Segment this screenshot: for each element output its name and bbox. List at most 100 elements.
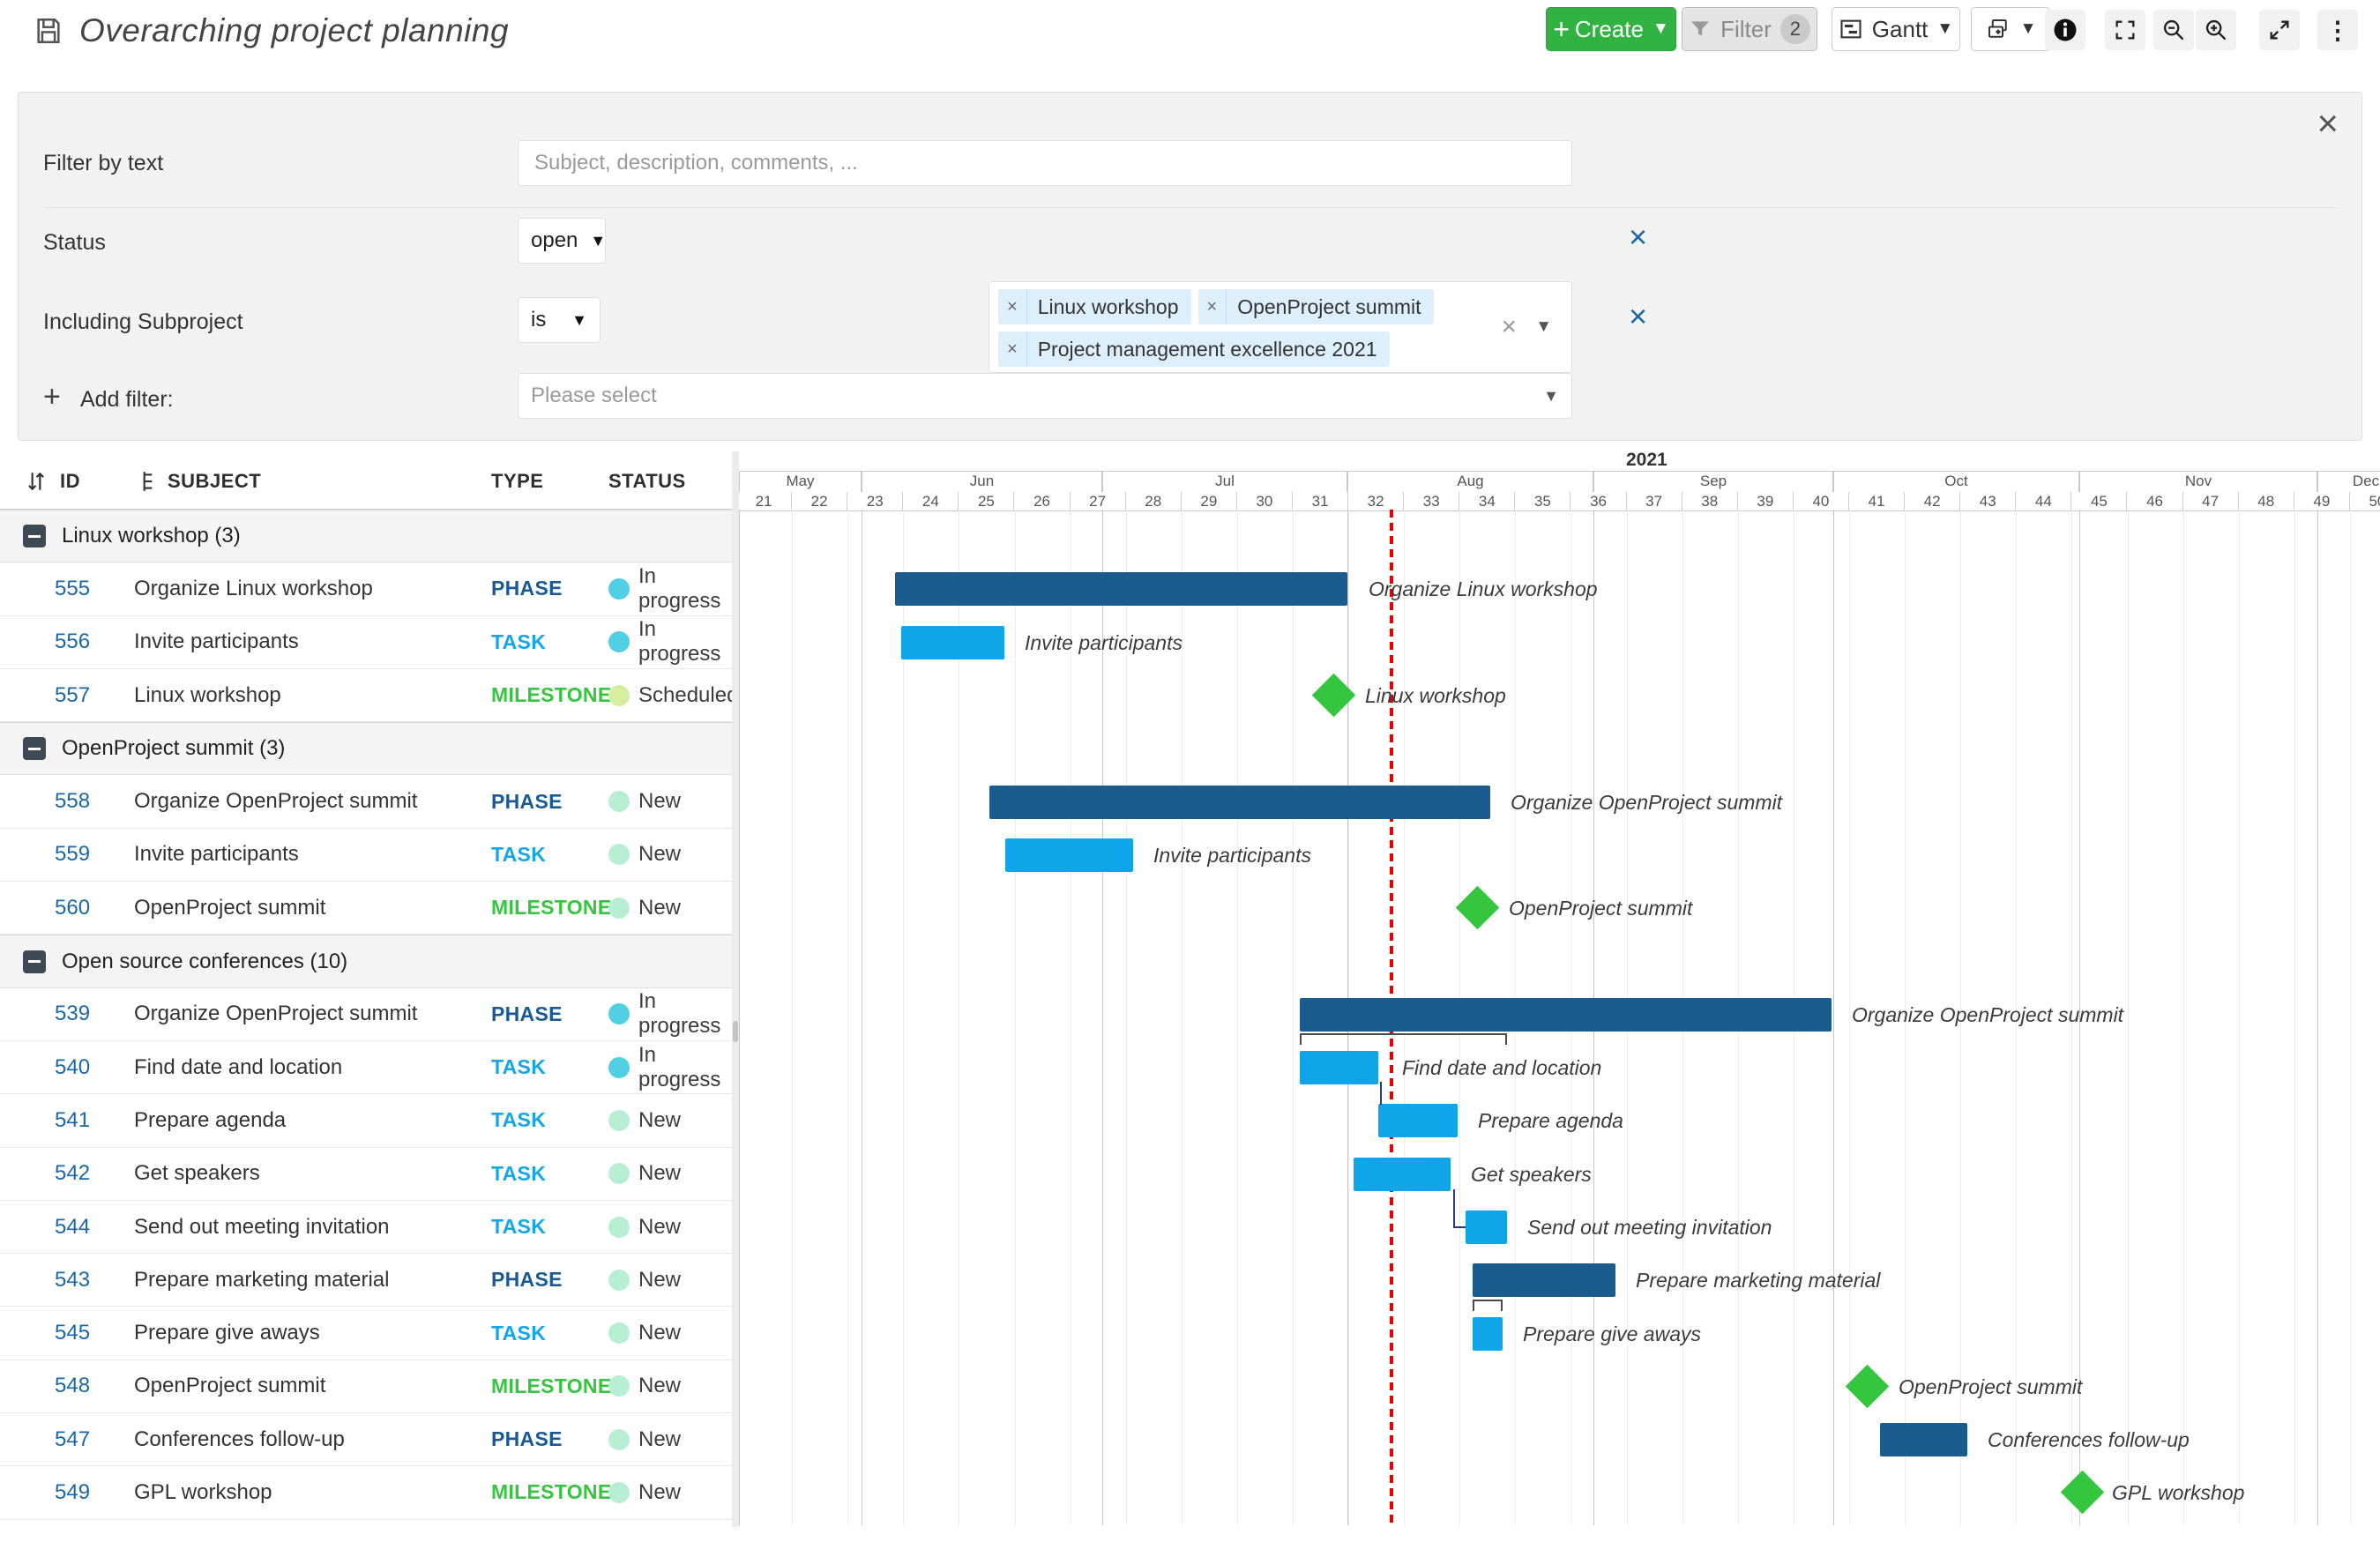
- work-package-id-link[interactable]: 549: [55, 1479, 91, 1504]
- subproject-values-field[interactable]: × Linux workshop × OpenProject summit × Proje…: [989, 281, 1572, 373]
- type-cell[interactable]: TASK: [491, 1215, 547, 1238]
- remove-value-icon[interactable]: ×: [998, 289, 1027, 324]
- save-icon[interactable]: [34, 16, 63, 46]
- table-chart-divider[interactable]: [732, 451, 739, 1527]
- work-package-id-link[interactable]: 545: [55, 1321, 91, 1345]
- subproject-operator-select[interactable]: is ▼: [518, 297, 601, 343]
- create-button[interactable]: + Create ▼: [1546, 7, 1676, 51]
- type-cell[interactable]: PHASE: [491, 1268, 563, 1292]
- type-cell[interactable]: PHASE: [491, 789, 563, 813]
- column-header-id[interactable]: ID: [0, 470, 134, 493]
- status-cell[interactable]: In progress: [608, 1043, 734, 1092]
- remove-value-icon[interactable]: ×: [1198, 289, 1227, 324]
- type-cell[interactable]: TASK: [491, 629, 547, 653]
- subject-cell[interactable]: Prepare marketing material: [134, 1267, 390, 1292]
- type-cell[interactable]: PHASE: [491, 1002, 563, 1025]
- phase-bar[interactable]: [1880, 1423, 1967, 1457]
- divider-drag-handle[interactable]: [733, 1021, 738, 1042]
- zoom-out-icon[interactable]: [2153, 10, 2194, 50]
- remove-status-filter-button[interactable]: ×: [1629, 219, 1648, 255]
- subject-cell[interactable]: Invite participants: [134, 629, 299, 654]
- status-cell[interactable]: In progress: [608, 564, 734, 614]
- status-cell[interactable]: New: [608, 1215, 734, 1240]
- column-header-subject[interactable]: SUBJECT: [134, 470, 491, 493]
- status-cell[interactable]: New: [608, 1427, 734, 1452]
- clear-selection-icon[interactable]: ×: [1501, 312, 1517, 341]
- remove-value-icon[interactable]: ×: [998, 331, 1027, 367]
- collapse-group-icon[interactable]: [23, 737, 46, 761]
- work-package-id-link[interactable]: 542: [55, 1161, 91, 1186]
- task-bar[interactable]: [1466, 1210, 1507, 1244]
- work-package-id-link[interactable]: 557: [55, 682, 91, 707]
- info-button[interactable]: [2045, 10, 2085, 50]
- status-cell[interactable]: Scheduled: [608, 683, 738, 708]
- work-package-id-link[interactable]: 560: [55, 895, 91, 920]
- filter-button[interactable]: Filter 2: [1682, 7, 1817, 51]
- status-cell[interactable]: New: [608, 842, 734, 867]
- subject-cell[interactable]: Organize OpenProject summit: [134, 789, 418, 814]
- subject-cell[interactable]: Linux workshop: [134, 682, 281, 707]
- task-bar[interactable]: [901, 625, 1004, 659]
- chevron-down-icon[interactable]: ▼: [1535, 317, 1552, 336]
- subject-cell[interactable]: Find date and location: [134, 1054, 343, 1079]
- add-filter-select[interactable]: Please select ▼: [518, 373, 1572, 419]
- fullscreen-button[interactable]: [2105, 10, 2145, 50]
- status-operator-select[interactable]: open ▼: [518, 218, 606, 264]
- text-filter-input[interactable]: [518, 140, 1572, 186]
- status-cell[interactable]: In progress: [608, 989, 734, 1039]
- status-cell[interactable]: New: [608, 789, 734, 814]
- subject-cell[interactable]: OpenProject summit: [134, 895, 326, 920]
- work-package-id-link[interactable]: 539: [55, 1002, 91, 1026]
- close-icon[interactable]: ×: [2317, 102, 2339, 144]
- type-cell[interactable]: PHASE: [491, 1427, 563, 1451]
- type-cell[interactable]: MILESTONE: [491, 896, 612, 920]
- work-package-id-link[interactable]: 548: [55, 1374, 91, 1398]
- subject-cell[interactable]: Invite participants: [134, 842, 299, 867]
- phase-bar[interactable]: [1473, 1263, 1615, 1298]
- subject-cell[interactable]: Send out meeting invitation: [134, 1214, 390, 1239]
- milestone-diamond[interactable]: [2060, 1471, 2104, 1515]
- status-cell[interactable]: New: [608, 1321, 734, 1345]
- work-package-id-link[interactable]: 555: [55, 576, 91, 600]
- gantt-view-button[interactable]: Gantt ▼: [1832, 7, 1960, 51]
- column-header-status[interactable]: STATUS: [608, 470, 686, 492]
- task-bar[interactable]: [1354, 1157, 1451, 1191]
- status-cell[interactable]: New: [608, 1374, 734, 1398]
- work-package-id-link[interactable]: 559: [55, 842, 91, 867]
- type-cell[interactable]: TASK: [491, 1108, 547, 1132]
- work-package-id-link[interactable]: 547: [55, 1427, 91, 1451]
- remove-subproject-filter-button[interactable]: ×: [1629, 298, 1648, 334]
- status-cell[interactable]: New: [608, 1268, 734, 1292]
- subject-cell[interactable]: GPL workshop: [134, 1479, 272, 1504]
- type-cell[interactable]: TASK: [491, 1161, 547, 1185]
- status-cell[interactable]: New: [608, 896, 734, 920]
- milestone-diamond[interactable]: [1455, 885, 1499, 930]
- milestone-diamond[interactable]: [1845, 1364, 1889, 1409]
- type-cell[interactable]: MILESTONE: [491, 1480, 612, 1504]
- status-cell[interactable]: New: [608, 1161, 734, 1186]
- collapse-group-icon[interactable]: [23, 525, 46, 548]
- work-package-id-link[interactable]: 543: [55, 1267, 91, 1292]
- work-package-id-link[interactable]: 556: [55, 629, 91, 654]
- zoom-in-icon[interactable]: [2196, 10, 2236, 50]
- type-cell[interactable]: MILESTONE: [491, 683, 612, 707]
- subject-cell[interactable]: Organize OpenProject summit: [134, 1002, 418, 1026]
- task-bar[interactable]: [1005, 838, 1133, 872]
- status-cell[interactable]: New: [608, 1480, 734, 1505]
- phase-bar[interactable]: [989, 785, 1490, 819]
- subject-cell[interactable]: Conferences follow-up: [134, 1427, 345, 1451]
- type-cell[interactable]: TASK: [491, 1321, 547, 1345]
- type-cell[interactable]: MILESTONE: [491, 1374, 612, 1397]
- work-package-id-link[interactable]: 558: [55, 789, 91, 814]
- status-cell[interactable]: New: [608, 1108, 734, 1133]
- subject-cell[interactable]: OpenProject summit: [134, 1374, 326, 1398]
- type-cell[interactable]: TASK: [491, 1055, 547, 1079]
- type-cell[interactable]: TASK: [491, 842, 547, 866]
- task-bar[interactable]: [1378, 1104, 1458, 1138]
- more-menu-button[interactable]: ⋮: [2317, 10, 2358, 50]
- task-bar[interactable]: [1473, 1316, 1503, 1351]
- work-package-id-link[interactable]: 541: [55, 1107, 91, 1132]
- subject-cell[interactable]: Organize Linux workshop: [134, 576, 373, 600]
- subject-cell[interactable]: Prepare agenda: [134, 1107, 287, 1132]
- collapse-group-icon[interactable]: [23, 950, 46, 973]
